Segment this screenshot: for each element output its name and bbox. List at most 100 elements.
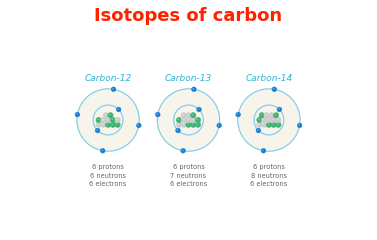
Circle shape (107, 119, 108, 120)
Text: Carbon-13: Carbon-13 (165, 74, 212, 83)
Circle shape (195, 122, 201, 127)
Circle shape (192, 114, 193, 115)
Circle shape (111, 87, 116, 92)
Circle shape (218, 124, 219, 126)
Circle shape (106, 117, 111, 123)
Circle shape (269, 113, 274, 118)
Circle shape (101, 122, 106, 127)
Circle shape (177, 129, 178, 131)
Circle shape (101, 150, 103, 151)
Circle shape (106, 122, 111, 127)
Text: Isotopes of carbon: Isotopes of carbon (94, 7, 283, 25)
Circle shape (267, 119, 269, 120)
Circle shape (272, 119, 274, 120)
Circle shape (95, 128, 100, 133)
Circle shape (182, 150, 183, 151)
Circle shape (112, 88, 113, 89)
Circle shape (263, 119, 264, 120)
Circle shape (77, 89, 139, 151)
Circle shape (256, 128, 261, 133)
Circle shape (96, 117, 101, 123)
Circle shape (176, 128, 180, 133)
Circle shape (182, 114, 184, 115)
Circle shape (192, 87, 196, 92)
Circle shape (237, 113, 238, 115)
Circle shape (97, 119, 99, 120)
Circle shape (186, 113, 191, 118)
Circle shape (176, 117, 182, 123)
Circle shape (157, 89, 220, 151)
Circle shape (262, 150, 264, 151)
Circle shape (257, 117, 262, 123)
Text: 6 protons
7 neutrons
6 electrons: 6 protons 7 neutrons 6 electrons (170, 164, 207, 187)
Circle shape (274, 114, 276, 115)
Circle shape (298, 124, 300, 126)
Circle shape (96, 122, 101, 127)
Circle shape (270, 114, 271, 115)
Circle shape (271, 122, 276, 127)
Circle shape (178, 119, 179, 120)
Circle shape (272, 87, 277, 92)
Circle shape (261, 114, 262, 115)
Circle shape (107, 123, 108, 125)
Circle shape (181, 117, 186, 123)
Circle shape (102, 123, 103, 125)
Circle shape (104, 114, 106, 115)
Circle shape (101, 117, 106, 123)
Circle shape (277, 107, 282, 112)
Circle shape (186, 117, 191, 123)
Circle shape (196, 119, 198, 120)
Circle shape (198, 108, 199, 110)
Circle shape (108, 113, 113, 118)
Text: 6 protons
8 neutrons
6 electrons: 6 protons 8 neutrons 6 electrons (250, 164, 288, 187)
Circle shape (273, 113, 279, 118)
Circle shape (186, 122, 191, 127)
Circle shape (193, 88, 194, 89)
Circle shape (116, 119, 118, 120)
Circle shape (109, 114, 110, 115)
Circle shape (265, 114, 267, 115)
Circle shape (110, 117, 115, 123)
Circle shape (191, 113, 196, 118)
Circle shape (155, 112, 160, 117)
Circle shape (181, 148, 185, 153)
Circle shape (258, 123, 259, 125)
Circle shape (103, 113, 108, 118)
Circle shape (262, 117, 267, 123)
Circle shape (278, 108, 279, 110)
Circle shape (182, 119, 184, 120)
Circle shape (262, 122, 267, 127)
Circle shape (217, 123, 222, 128)
Circle shape (111, 123, 113, 125)
Circle shape (76, 113, 78, 115)
Circle shape (182, 123, 184, 125)
Circle shape (191, 117, 196, 123)
Circle shape (136, 123, 141, 128)
Circle shape (276, 117, 281, 123)
Circle shape (191, 122, 196, 127)
Circle shape (271, 117, 276, 123)
Text: 6 protons
6 neutrons
6 electrons: 6 protons 6 neutrons 6 electrons (89, 164, 127, 187)
Circle shape (196, 123, 198, 125)
Circle shape (181, 122, 186, 127)
Circle shape (115, 122, 120, 127)
Circle shape (277, 123, 279, 125)
Circle shape (261, 148, 266, 153)
Circle shape (277, 119, 279, 120)
Circle shape (192, 119, 193, 120)
Circle shape (111, 119, 113, 120)
Circle shape (266, 122, 271, 127)
Circle shape (115, 117, 120, 123)
Circle shape (276, 122, 281, 127)
Circle shape (258, 119, 259, 120)
Circle shape (197, 107, 201, 112)
Circle shape (96, 129, 98, 131)
Circle shape (116, 107, 121, 112)
Circle shape (263, 123, 264, 125)
Circle shape (257, 129, 259, 131)
Circle shape (100, 148, 105, 153)
Circle shape (192, 123, 193, 125)
Circle shape (75, 112, 80, 117)
Circle shape (181, 113, 186, 118)
Circle shape (187, 119, 188, 120)
